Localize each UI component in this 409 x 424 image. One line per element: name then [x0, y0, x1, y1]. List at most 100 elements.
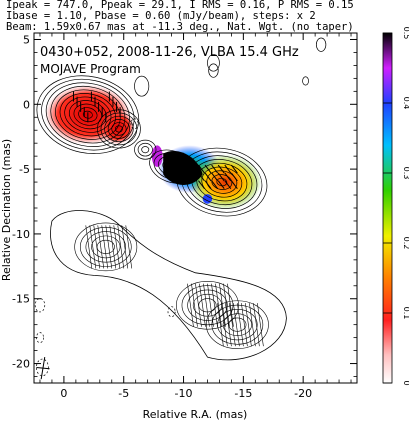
y-tick-label: 5: [23, 33, 30, 46]
contour-line: [134, 139, 157, 160]
colorbar-tick-label: 0.1: [402, 307, 409, 320]
evpa-tick: [198, 172, 205, 182]
evpa-tick: [198, 180, 205, 189]
colorbar-tick-label: 0.2: [402, 237, 409, 250]
noise-contour: [315, 37, 327, 52]
contour-line: [166, 162, 177, 171]
noise-contour: [207, 54, 220, 72]
contour-line: [107, 119, 131, 139]
contour-line: [187, 289, 228, 321]
hatch-line: [191, 283, 198, 327]
axes-layer: 0 -5 -10 -15 -20 5 0 -5 -10 -15 -20: [12, 33, 357, 400]
y-tick-label: -20: [12, 358, 30, 371]
hatch-line: [237, 303, 244, 347]
hatch-line: [203, 283, 210, 327]
y-axis-label: Relative Decination (mas): [0, 139, 13, 281]
knot-contours: [97, 109, 141, 149]
colorbar-tick-label: 0.4: [402, 97, 409, 110]
hatch-line: [89, 225, 97, 269]
x-axis-label: Relative R.A. (mas): [143, 408, 248, 421]
evpa-tick: [211, 180, 219, 189]
lower-component: [205, 300, 269, 349]
hatch-line: [93, 225, 101, 269]
hatch-line: [113, 225, 121, 269]
evpa-tick: [211, 164, 219, 174]
contour-line: [50, 85, 126, 144]
x-tick-label: -20: [294, 387, 312, 400]
evpa-tick: [204, 172, 212, 182]
contour-line: [45, 82, 130, 147]
header-line-1: Ipeak = 747.0, Ppeak = 29.1, I RMS = 0.1…: [6, 0, 354, 11]
noise-contour: [134, 75, 150, 97]
colorbar-ticks: 0 0.1 0.2 0.3 0.4 0.5: [383, 27, 409, 386]
outer-contour: [50, 210, 287, 361]
plot-title: 0430+052, 2008-11-26, VLBA 15.4 GHz: [40, 45, 299, 60]
evpa-tick: [224, 172, 232, 182]
x-tick-label: -15: [234, 387, 252, 400]
hatch-line: [241, 303, 248, 347]
hatch-line: [249, 303, 256, 347]
contour-line: [176, 147, 268, 217]
y-tick-label: -10: [12, 228, 30, 241]
lower-image: [50, 210, 287, 361]
hatch-line: [121, 225, 129, 269]
noise-contour: [130, 118, 139, 130]
hatch-line: [233, 303, 240, 347]
core-contours: [36, 75, 140, 154]
evpa-tick: [204, 180, 212, 189]
contour-line: [205, 300, 269, 349]
contour-line: [181, 151, 263, 213]
contour-line: [104, 115, 134, 143]
knot-contours: [134, 139, 157, 160]
lower-component: [74, 222, 138, 272]
evpa-tick: [217, 172, 225, 182]
evpa-vectors: [72, 91, 238, 189]
evpa-tick: [198, 164, 205, 174]
contour-line: [211, 174, 233, 190]
map-layer: [34, 37, 327, 380]
contour-line: [100, 112, 138, 146]
colorbar-tick-label: 0.5: [402, 27, 409, 40]
contour-line: [196, 162, 248, 202]
beam-marker: [36, 366, 50, 370]
header-line-2: Ibase = 1.10, Pbase = 0.60 (mJy/beam), s…: [6, 10, 316, 22]
evpa-tick: [217, 180, 225, 189]
contour-line: [162, 159, 181, 174]
hatch-line: [223, 283, 230, 327]
contour-line: [201, 166, 243, 198]
evpa-tick: [230, 172, 238, 182]
hatch-line: [85, 225, 93, 269]
evpa-tick: [204, 164, 212, 174]
hatch-line: [125, 225, 133, 269]
contour-line: [217, 309, 258, 341]
hatch-line: [101, 225, 109, 269]
hatch-line: [195, 283, 202, 327]
contour-line: [91, 235, 121, 259]
hatch-line: [257, 303, 264, 347]
contour-line: [111, 122, 127, 136]
contour-line: [186, 155, 258, 209]
contour-line: [59, 93, 116, 137]
plot-subtitle: MOJAVE Program: [40, 62, 141, 76]
evpa-tick: [211, 172, 219, 182]
hatch-line: [211, 283, 218, 327]
hatch-line: [253, 303, 260, 347]
contour-line: [85, 231, 126, 263]
colorbar-tick-label: 0: [402, 380, 409, 385]
hatch-line: [221, 303, 228, 347]
evpa-tick: [230, 180, 238, 189]
contour-line: [191, 159, 253, 206]
x-tick-label: -5: [118, 387, 129, 400]
colorbar: [382, 32, 393, 384]
hatch-line: [109, 225, 117, 269]
noise-contour: [302, 76, 309, 86]
contour-line: [82, 110, 93, 119]
noise-contour: [34, 298, 46, 313]
evpa-tick: [224, 164, 232, 174]
evpa-tick: [230, 164, 238, 174]
contour-line: [41, 78, 135, 151]
contour-line: [137, 142, 153, 157]
noise-contour: [208, 63, 219, 78]
contour-line: [206, 170, 238, 194]
